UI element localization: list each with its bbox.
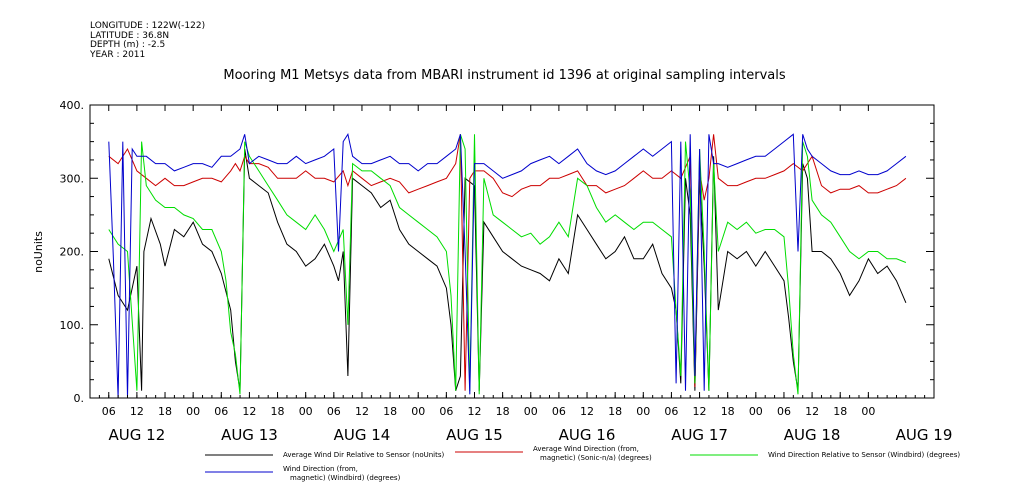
- series-line-3: [108, 134, 907, 395]
- legend-label: Average Wind Direction (from,: [533, 445, 639, 453]
- x-tick-label: 18: [496, 405, 510, 418]
- year-label: YEAR : 2011: [90, 49, 146, 60]
- x-tick-label: 00: [861, 405, 875, 418]
- day-label: AUG 19: [896, 426, 953, 444]
- chart-title: Mooring M1 Metsys data from MBARI instru…: [223, 68, 786, 83]
- day-label: AUG 12: [109, 426, 166, 444]
- x-tick-label: 12: [693, 405, 707, 418]
- legend-label-line2: magnetic) (Windbird) (degrees): [290, 474, 401, 482]
- x-tick-label: 06: [327, 405, 341, 418]
- x-tick-label: 12: [130, 405, 144, 418]
- x-tick-label: 12: [242, 405, 256, 418]
- x-tick-label: 00: [524, 405, 538, 418]
- day-label: AUG 15: [446, 426, 503, 444]
- x-tick-label: 00: [299, 405, 313, 418]
- y-tick-label: 300.: [60, 172, 85, 185]
- y-axis: 0. 100. 200. 300. 400.: [60, 99, 934, 405]
- x-tick-label: 06: [777, 405, 791, 418]
- x-tick-label: 18: [608, 405, 622, 418]
- x-tick-label: 18: [721, 405, 735, 418]
- x-tick-label: 00: [749, 405, 763, 418]
- metadata-block: LONGITUDE : 122W(-122) LATITUDE : 36.8N …: [90, 21, 206, 60]
- x-tick-label: 18: [271, 405, 285, 418]
- legend-label: Wind Direction Relative to Sensor (Windb…: [768, 451, 960, 459]
- x-tick-label: 06: [214, 405, 228, 418]
- x-tick-label: 06: [552, 405, 566, 418]
- day-label: AUG 16: [559, 426, 616, 444]
- depth-label: DEPTH (m) : -2.5: [90, 40, 166, 50]
- x-tick-label: 12: [805, 405, 819, 418]
- x-tick-label: 00: [411, 405, 425, 418]
- x-tick-label: 06: [102, 405, 116, 418]
- series-line-1: [108, 148, 907, 391]
- x-tick-label: 06: [439, 405, 453, 418]
- x-axis: 06 12 18 00 06 12 18 00 06 12 18 00 06 12 18 00 06 12 18 00…: [89, 105, 953, 444]
- x-tick-label: 00: [186, 405, 200, 418]
- legend-label-line2: magnetic) (Sonic-n/a) (degrees): [540, 454, 652, 462]
- legend: Average Wind Dir Relative to Sensor (noU…: [205, 445, 960, 482]
- y-tick-label: 0.: [74, 392, 85, 405]
- day-label: AUG 18: [784, 426, 841, 444]
- x-tick-label: 18: [833, 405, 847, 418]
- series-layer: [108, 133, 907, 399]
- x-tick-label: 06: [664, 405, 678, 418]
- x-tick-label: 12: [467, 405, 481, 418]
- longitude-label: LONGITUDE : 122W(-122): [90, 21, 206, 31]
- legend-label: Wind Direction (from,: [283, 465, 358, 473]
- x-tick-label: 18: [383, 405, 397, 418]
- latitude-label: LATITUDE : 36.8N: [90, 30, 170, 41]
- day-label: AUG 17: [671, 426, 728, 444]
- legend-label: Average Wind Dir Relative to Sensor (noU…: [283, 451, 444, 459]
- x-tick-label: 00: [636, 405, 650, 418]
- y-tick-label: 100.: [60, 319, 85, 332]
- y-axis-label: noUnits: [32, 231, 45, 273]
- day-label: AUG 13: [221, 426, 278, 444]
- x-tick-label: 12: [580, 405, 594, 418]
- x-tick-label: 18: [158, 405, 172, 418]
- day-label: AUG 14: [334, 426, 391, 444]
- series-line-4: [108, 133, 907, 399]
- y-tick-label: 400.: [60, 99, 85, 112]
- series-line-2: [108, 134, 907, 391]
- x-tick-label: 12: [355, 405, 369, 418]
- y-tick-label: 200.: [60, 246, 85, 259]
